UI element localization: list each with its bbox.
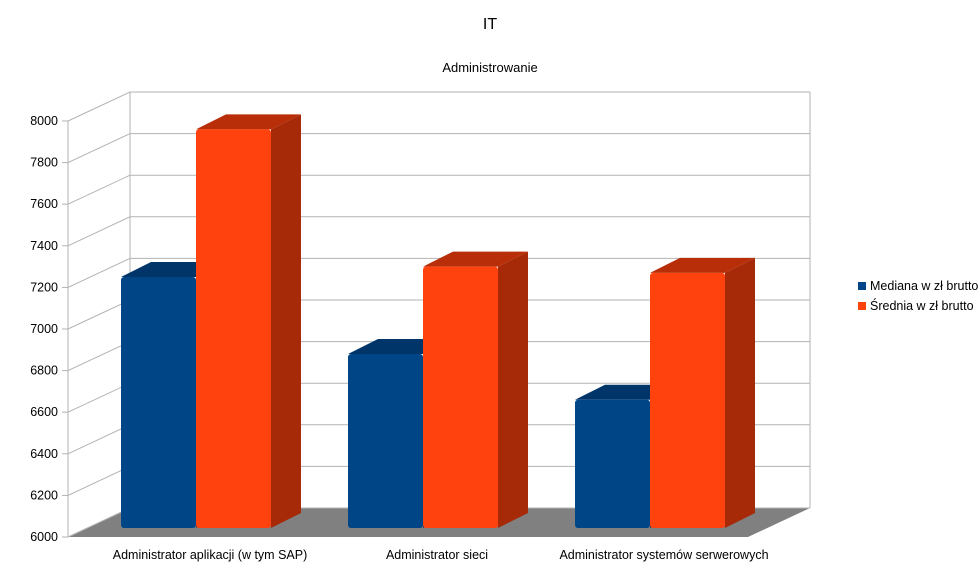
gridline-side: [67, 424, 131, 455]
bar: [575, 399, 650, 528]
y-tick-label: 7200: [30, 280, 58, 294]
legend-label-mediana: Mediana w zł brutto: [870, 279, 979, 293]
x-tick-label: Administrator sieci: [386, 548, 488, 562]
legend-item-srednia: Średnia w zł brutto: [858, 296, 978, 316]
y-tick-label: 8000: [30, 114, 58, 128]
gridline-side: [67, 174, 131, 205]
bar-top: [650, 257, 755, 273]
bar-top: [196, 114, 301, 130]
bar: [196, 129, 271, 528]
gridline-side: [67, 133, 131, 164]
gridline-side: [67, 382, 131, 413]
chart-title: IT: [482, 16, 498, 33]
y-tick-label: 6000: [30, 530, 58, 544]
legend-swatch-mediana: [858, 282, 866, 290]
legend-item-mediana: Mediana w zł brutto: [858, 276, 978, 296]
y-tick-label: 7000: [30, 322, 58, 336]
gridline-side: [67, 257, 131, 288]
y-tick-label: 7800: [30, 156, 58, 170]
legend-label-srednia: Średnia w zł brutto: [870, 299, 974, 313]
y-tick-label: 6600: [30, 405, 58, 419]
gridline-side: [67, 341, 131, 372]
x-tick-label: Administrator systemów serwerowych: [559, 548, 768, 562]
gridline-side: [67, 299, 131, 330]
bar-top: [423, 251, 528, 267]
gridline-side: [67, 507, 131, 538]
bar-side: [498, 251, 528, 528]
y-tick-label: 6800: [30, 364, 58, 378]
y-tick-label: 7600: [30, 197, 58, 211]
y-tick-label: 7400: [30, 239, 58, 253]
chart-legend: Mediana w zł brutto Średnia w zł brutto: [858, 276, 978, 316]
bar: [650, 272, 725, 528]
legend-swatch-srednia: [858, 302, 866, 310]
gridline-side: [67, 91, 131, 122]
bar: [348, 353, 423, 528]
bar: [121, 277, 196, 528]
bar: [423, 266, 498, 528]
gridline-side: [67, 216, 131, 247]
chart-subtitle: Administrowanie: [442, 60, 538, 75]
gridline-side: [67, 465, 131, 496]
y-tick-label: 6200: [30, 488, 58, 502]
bar-side: [271, 114, 301, 528]
bar-side: [725, 257, 755, 528]
y-tick-label: 6400: [30, 447, 58, 461]
x-tick-label: Administrator aplikacji (w tym SAP): [113, 548, 308, 562]
